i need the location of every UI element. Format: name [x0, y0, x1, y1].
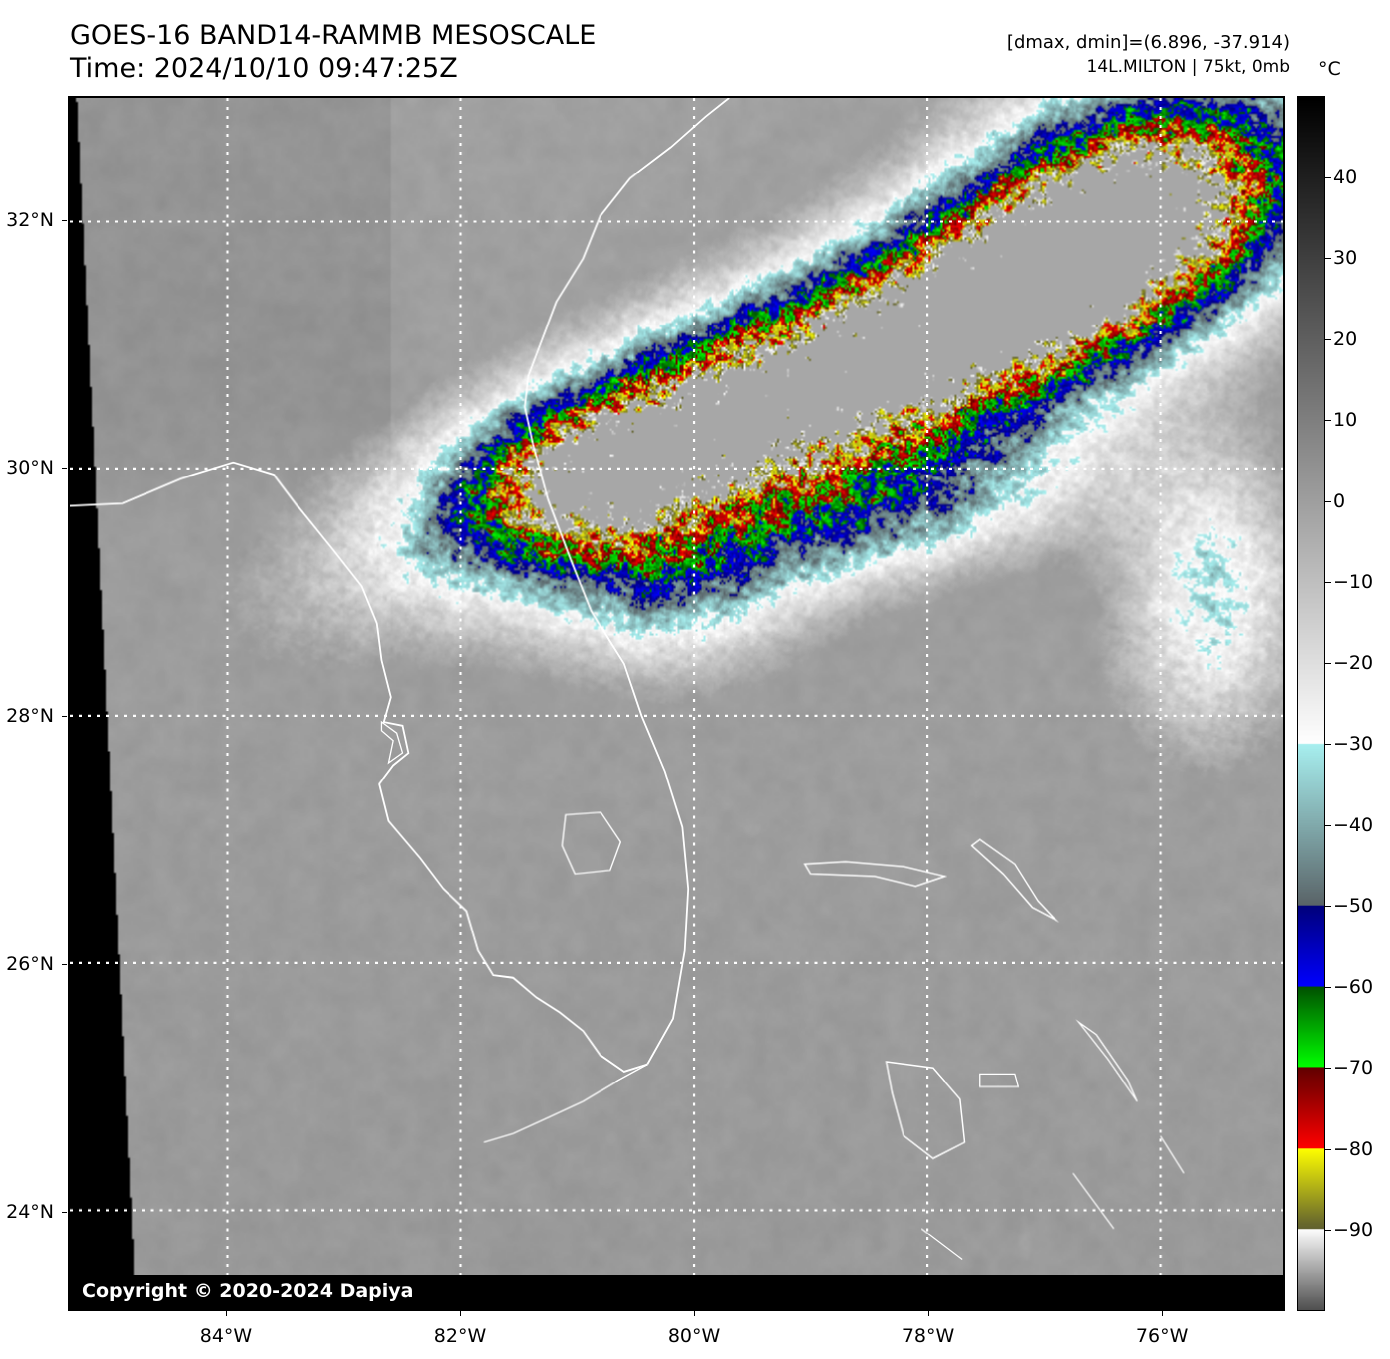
x-tickmark: [225, 1311, 227, 1316]
x-tick-label: 78°W: [901, 1325, 955, 1347]
colorbar-unit-label: °C: [1318, 58, 1341, 80]
colorbar-tick-label: −30: [1333, 733, 1374, 755]
colorbar-gradient: [1297, 96, 1325, 1311]
colorbar-tickmark: [1325, 177, 1331, 178]
storm-info-label: 14L.MILTON | 75kt, 0mb: [1086, 57, 1290, 77]
colorbar-tickmark: [1325, 825, 1331, 826]
colorbar-tick-label: 10: [1333, 409, 1358, 431]
x-tick-label: 76°W: [1135, 1325, 1189, 1347]
colorbar-tick-label: 20: [1333, 328, 1358, 350]
colorbar-tick-label: −70: [1333, 1057, 1374, 1079]
colorbar-tickmark: [1325, 1149, 1331, 1150]
colorbar-tick-label: −50: [1333, 895, 1374, 917]
colorbar-tickmark: [1325, 501, 1331, 502]
colorbar-tick-label: −20: [1333, 652, 1374, 674]
y-tick-label: 32°N: [6, 208, 54, 231]
colorbar-tickmark: [1325, 663, 1331, 664]
colorbar-tickmark: [1325, 906, 1331, 907]
colorbar-tick-label: 40: [1333, 166, 1358, 188]
colorbar-tickmark: [1325, 987, 1331, 988]
y-tick-label: 24°N: [6, 1200, 54, 1223]
y-tickmark: [62, 963, 67, 965]
colorbar-tick-label: 0: [1333, 490, 1346, 512]
colorbar-tick-label: −90: [1333, 1219, 1374, 1241]
x-tickmark: [928, 1311, 930, 1316]
colorbar-tickmark: [1325, 1230, 1331, 1231]
y-tick-label: 30°N: [6, 456, 54, 479]
y-tick-label: 26°N: [6, 952, 54, 975]
colorbar-tickmark: [1325, 582, 1331, 583]
copyright-text: Copyright © 2020-2024 Dapiya: [82, 1280, 414, 1302]
y-tickmark: [62, 715, 67, 717]
x-tickmark: [694, 1311, 696, 1316]
y-tickmark: [62, 1211, 67, 1213]
x-tick-label: 80°W: [667, 1325, 721, 1347]
x-tickmark: [460, 1311, 461, 1316]
y-tickmark: [62, 467, 67, 469]
y-tickmark: [62, 219, 67, 221]
x-tick-label: 84°W: [199, 1325, 253, 1347]
colorbar-tick-label: −80: [1333, 1138, 1374, 1160]
data-range-label: [dmax, dmin]=(6.896, -37.914): [1006, 32, 1290, 53]
x-tick-label: 82°W: [433, 1325, 487, 1347]
colorbar-tickmark: [1325, 1068, 1331, 1069]
x-tickmark: [1162, 1311, 1164, 1316]
colorbar-tick-label: 30: [1333, 247, 1358, 269]
colorbar-tick-label: −60: [1333, 976, 1374, 998]
copyright-band: Copyright © 2020-2024 Dapiya: [70, 1275, 1283, 1309]
page-title: GOES-16 BAND14-RAMMB MESOSCALE: [70, 20, 597, 51]
colorbar-tickmark: [1325, 339, 1331, 340]
colorbar-tick-label: −10: [1333, 571, 1374, 593]
satellite-image-plot[interactable]: Copyright © 2020-2024 Dapiya: [68, 96, 1285, 1311]
colorbar-tick-label: −40: [1333, 814, 1374, 836]
colorbar-tickmark: [1325, 420, 1331, 421]
time-label: Time: 2024/10/10 09:47:25Z: [70, 53, 458, 84]
colorbar-tickmark: [1325, 258, 1331, 259]
colorbar-tickmark: [1325, 744, 1331, 745]
colorbar[interactable]: [1297, 96, 1325, 1311]
satellite-imagery-canvas: [70, 98, 1283, 1309]
y-tick-label: 28°N: [6, 704, 54, 727]
